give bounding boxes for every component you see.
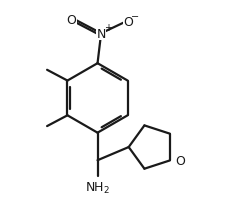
Text: O: O <box>67 14 77 27</box>
Text: NH$_2$: NH$_2$ <box>85 180 110 195</box>
Text: N: N <box>96 28 106 41</box>
Text: +: + <box>104 22 112 32</box>
Text: −: − <box>131 12 139 22</box>
Text: O: O <box>123 16 133 29</box>
Text: O: O <box>175 154 185 167</box>
